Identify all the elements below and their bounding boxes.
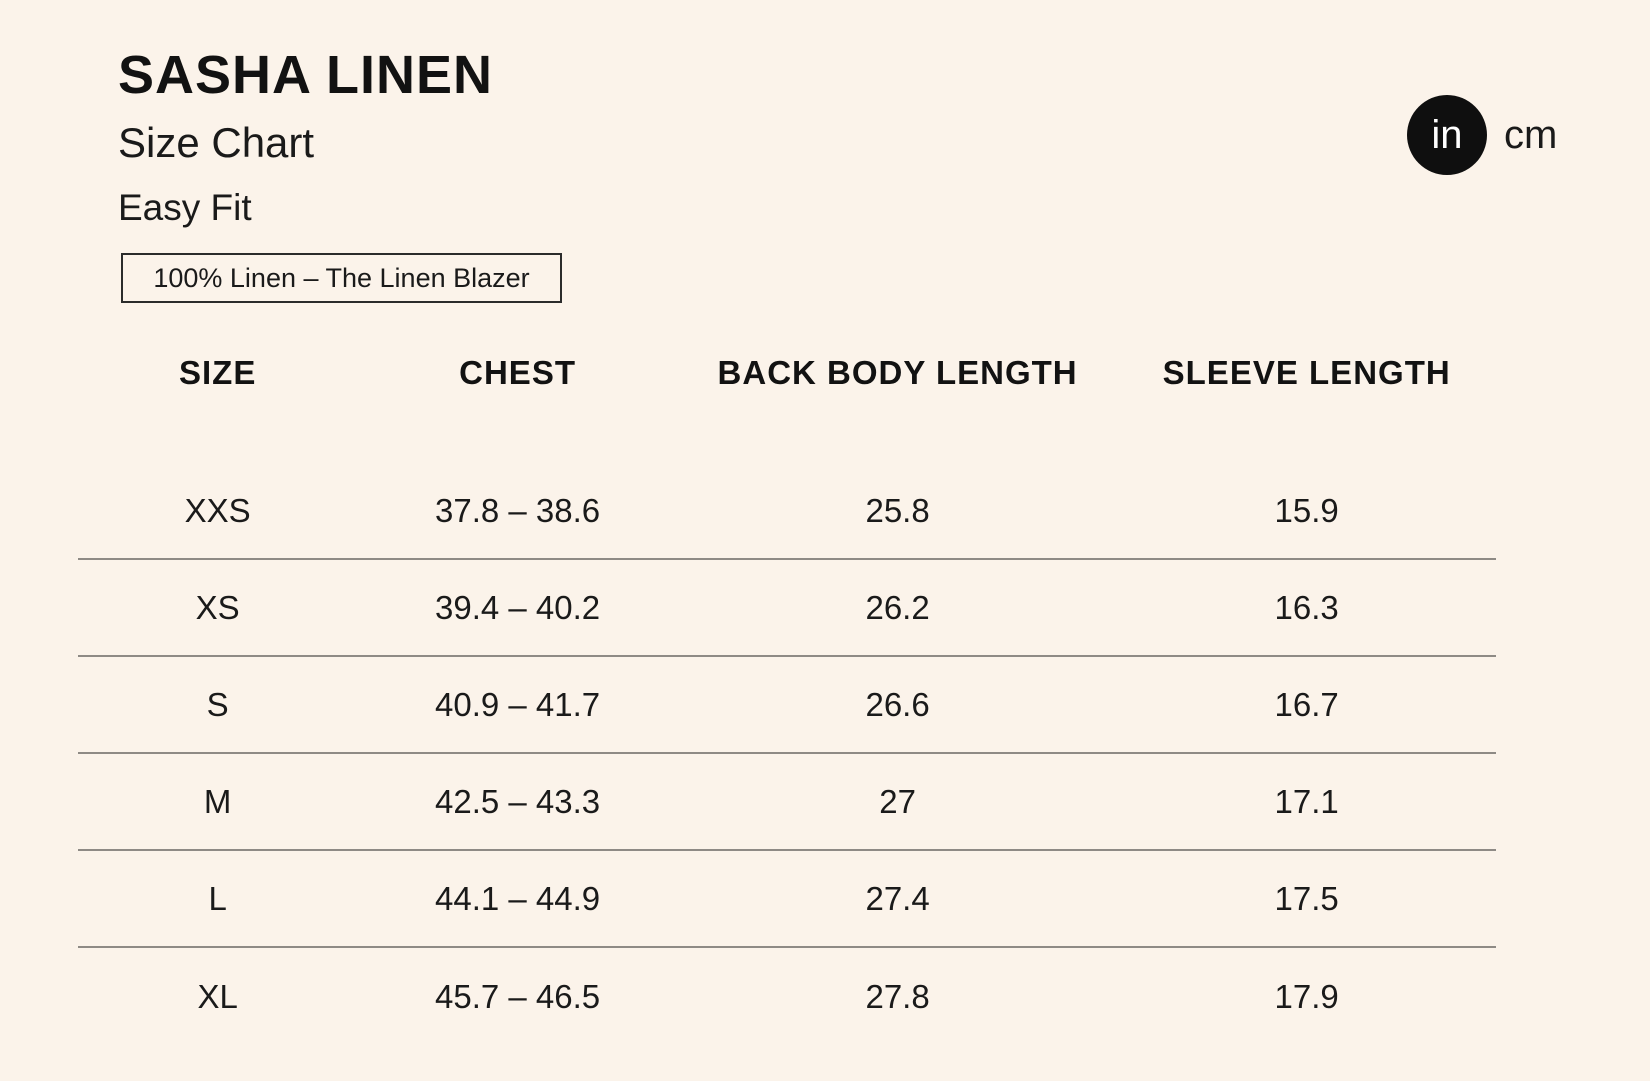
table-row-l: L 44.1 – 44.9 27.4 17.5 — [78, 851, 1496, 948]
back-body-length-value: 27 — [879, 782, 916, 820]
table-row-xs: XS 39.4 – 40.2 26.2 16.3 — [78, 560, 1496, 657]
size-value: S — [206, 685, 229, 723]
size-value: XS — [195, 588, 240, 626]
column-header-chest: CHEST — [459, 354, 576, 391]
chest-value: 37.8 – 38.6 — [434, 491, 601, 529]
page-title: SASHA LINEN — [118, 45, 494, 105]
size-value: M — [203, 782, 232, 820]
chest-value: 42.5 – 43.3 — [434, 782, 601, 820]
sleeve-length-value: 17.5 — [1274, 879, 1339, 917]
table-row-m: M 42.5 – 43.3 27 17.1 — [78, 754, 1496, 851]
back-body-length-value: 26.6 — [865, 685, 930, 723]
chest-value: 40.9 – 41.7 — [434, 685, 601, 723]
table-row-s: S 40.9 – 41.7 26.6 16.7 — [78, 657, 1496, 754]
sleeve-length-value: 17.1 — [1274, 782, 1339, 820]
unit-cm-button[interactable]: cm — [1504, 113, 1558, 157]
column-header-back-body-length: BACK BODY LENGTH — [717, 354, 1078, 391]
chest-value: 44.1 – 44.9 — [434, 879, 601, 917]
size-value: XXS — [184, 491, 251, 529]
sleeve-length-value: 16.7 — [1274, 685, 1339, 723]
table-row-xxs: XXS 37.8 – 38.6 25.8 15.9 — [78, 463, 1496, 560]
fabric-note-text: 100% Linen – The Linen Blazer — [153, 262, 530, 293]
size-value: XL — [197, 977, 238, 1015]
chest-value: 39.4 – 40.2 — [434, 588, 601, 626]
fabric-note-box: 100% Linen – The Linen Blazer — [121, 253, 562, 303]
sleeve-length-value: 16.3 — [1274, 588, 1339, 626]
column-header-size: SIZE — [178, 354, 257, 391]
back-body-length-value: 27.4 — [865, 879, 930, 917]
table-row-xl: XL 45.7 – 46.5 27.8 17.9 — [78, 948, 1496, 1045]
chest-value: 45.7 – 46.5 — [434, 977, 601, 1015]
size-value: L — [208, 879, 227, 917]
back-body-length-value: 26.2 — [865, 588, 930, 626]
unit-in-button[interactable]: in — [1407, 95, 1487, 175]
column-header-sleeve-length: SLEEVE LENGTH — [1162, 354, 1451, 391]
unit-toggle: in cm — [1407, 95, 1557, 175]
size-chart-subtitle: Size Chart — [118, 119, 315, 166]
size-table: SIZE CHEST BACK BODY LENGTH SLEEVE LENGT… — [78, 330, 1496, 1045]
sleeve-length-value: 17.9 — [1274, 977, 1339, 1015]
fit-label: Easy Fit — [118, 187, 252, 228]
back-body-length-value: 27.8 — [865, 977, 930, 1015]
size-table-body: XXS 37.8 – 38.6 25.8 15.9 XS 39.4 – 40.2… — [78, 463, 1496, 1045]
back-body-length-value: 25.8 — [865, 491, 930, 529]
sleeve-length-value: 15.9 — [1274, 491, 1339, 529]
size-table-header-row: SIZE CHEST BACK BODY LENGTH SLEEVE LENGT… — [78, 330, 1496, 416]
